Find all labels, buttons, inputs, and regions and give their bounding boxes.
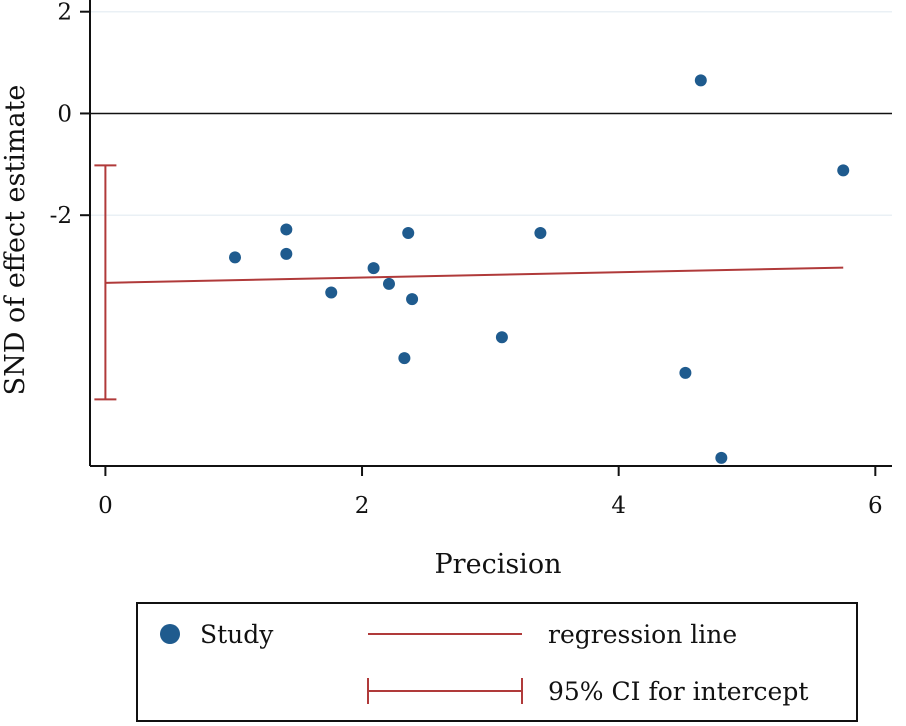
study-point bbox=[402, 227, 415, 239]
legend-label-regression: regression line bbox=[548, 620, 737, 649]
y-tick-label: 0 bbox=[57, 101, 72, 127]
study-point bbox=[325, 286, 338, 299]
legend-label-ci: 95% CI for intercept bbox=[548, 677, 808, 706]
y-axis-title: SND of effect estimate bbox=[0, 85, 31, 396]
study-point bbox=[280, 223, 293, 236]
grid-lines bbox=[90, 10, 892, 216]
x-ticks: 0 2 4 6 bbox=[98, 466, 883, 519]
study-point bbox=[495, 331, 508, 344]
plot-area bbox=[94, 74, 850, 464]
legend-symbols bbox=[160, 624, 523, 704]
study-point bbox=[280, 247, 293, 260]
y-tick-label: 2 bbox=[57, 0, 72, 26]
study-point bbox=[679, 366, 692, 379]
legend: Study regression line 95% CI for interce… bbox=[136, 602, 858, 722]
study-point bbox=[837, 164, 850, 177]
study-point bbox=[534, 227, 547, 239]
regression-line bbox=[105, 266, 844, 284]
legend-study-marker bbox=[160, 624, 180, 644]
study-point bbox=[694, 74, 707, 87]
x-tick-label: 0 bbox=[98, 493, 113, 519]
x-tick-label: 4 bbox=[611, 493, 626, 519]
y-ticks: 2 0 -2 bbox=[50, 0, 90, 229]
study-point bbox=[229, 251, 242, 264]
x-tick-label: 2 bbox=[355, 493, 370, 519]
study-point bbox=[367, 262, 380, 275]
x-axis-title: Precision bbox=[435, 549, 562, 580]
x-tick-label: 6 bbox=[868, 493, 883, 519]
legend-label-study: Study bbox=[200, 620, 274, 649]
axes bbox=[89, 0, 892, 467]
legend-box bbox=[136, 602, 858, 722]
y-tick-label: -2 bbox=[50, 203, 72, 229]
study-point bbox=[382, 277, 395, 290]
study-point bbox=[715, 451, 728, 464]
study-point bbox=[398, 352, 411, 365]
study-point bbox=[406, 293, 419, 306]
